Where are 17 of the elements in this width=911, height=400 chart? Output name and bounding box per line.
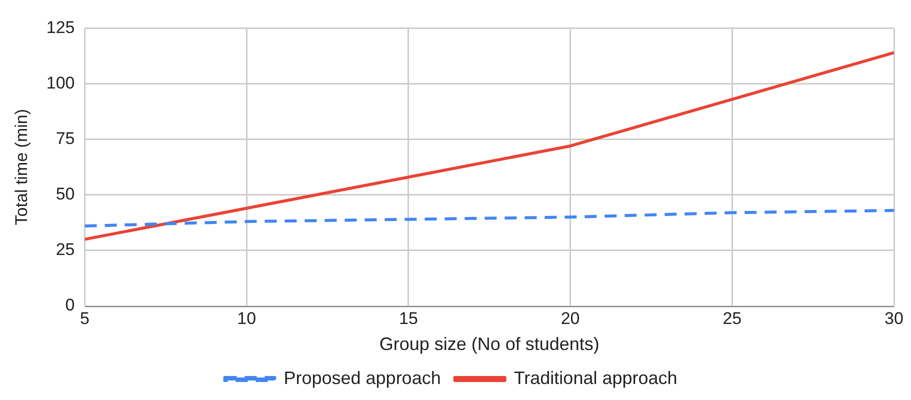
x-tick-label: 25 (722, 308, 742, 328)
x-tick-label: 5 (80, 308, 90, 328)
y-axis-title: Total time (min) (12, 109, 31, 226)
y-tick-label: 125 (46, 18, 75, 37)
y-tick-label: 50 (56, 184, 75, 204)
legend-label: Proposed approach (284, 368, 441, 388)
line-series (84, 208, 894, 228)
legend-label: Traditional approach (514, 368, 678, 388)
x-tick-label: 20 (560, 308, 580, 328)
x-axis-title: Group size (No of students) (379, 334, 600, 354)
x-tick-label: 10 (237, 308, 256, 328)
x-tick-label: 30 (884, 308, 904, 328)
y-tick-label: 100 (46, 73, 75, 92)
y-tick-label: 0 (65, 296, 75, 315)
x-tick-label: 15 (398, 308, 418, 328)
y-tick-label: 25 (56, 240, 75, 260)
y-tick-label: 75 (56, 129, 75, 148)
